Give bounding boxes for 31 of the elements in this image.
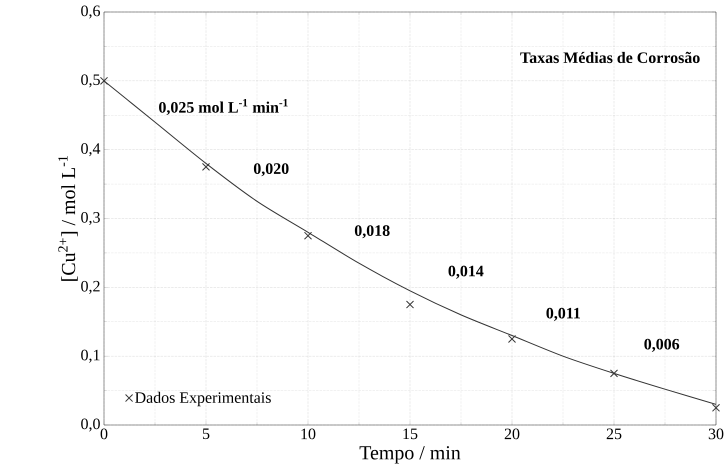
point (304, 232, 312, 240)
x-tick-label: 30 (708, 428, 724, 440)
annotation: 0,011 (546, 308, 580, 321)
point (202, 162, 210, 171)
annotation: 0,006 (644, 338, 680, 352)
point (406, 300, 414, 309)
text: Taxas Médias de Corrosão (520, 52, 700, 64)
x-tick-label: 25 (606, 428, 622, 440)
y-tick-label: 0,4 (81, 143, 100, 156)
point (508, 334, 516, 343)
y-tick-label: 0,2 (81, 280, 100, 294)
annotation: 0,018 (354, 225, 390, 238)
annotation: 0,014 (448, 266, 484, 279)
y-tick-label: 0,3 (81, 212, 100, 226)
annotation: 0,025 mol L$^{-1}$ min$^{-1}$ (159, 98, 288, 116)
point (100, 76, 108, 85)
x-axis-title: Tempo / min (360, 446, 460, 464)
x-tick-label: 20 (504, 428, 520, 440)
x-tick-label: 0 (100, 428, 108, 440)
legend-label: Dados Experimentais (135, 392, 271, 406)
y-tick-label: 0,0 (81, 418, 100, 432)
y-axis-title: [Cu$^{2+}$] / mol L$^{-1}$ (58, 156, 78, 281)
y-tick-label: 0,6 (81, 5, 100, 19)
x-tick-label: 5 (202, 428, 210, 440)
x-tick-label: 15 (403, 428, 418, 440)
annotation: 0,020 (254, 163, 289, 176)
point (610, 369, 618, 378)
point (712, 404, 720, 412)
x-tick-label: 10 (301, 428, 316, 440)
y-tick-label: 0,1 (81, 350, 100, 363)
y-tick-label: 0,5 (81, 74, 100, 88)
